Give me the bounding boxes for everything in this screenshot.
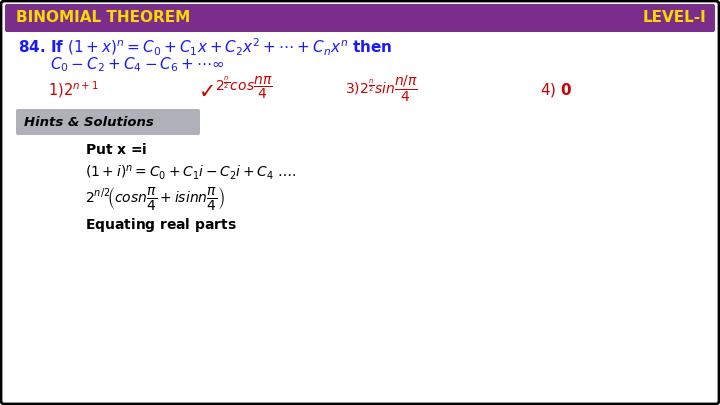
Text: $\checkmark$: $\checkmark$ — [198, 80, 214, 100]
FancyBboxPatch shape — [16, 109, 200, 135]
Text: $3)2^{\frac{n}{2}}sin\dfrac{n/\pi}{4}$: $3)2^{\frac{n}{2}}sin\dfrac{n/\pi}{4}$ — [345, 74, 418, 104]
Text: $\mathrm{\mathbf{If}}\ (1+x)^n = C_0 + C_1 x + C_2 x^2 + \cdots + C_n x^n\ \math: $\mathrm{\mathbf{If}}\ (1+x)^n = C_0 + C… — [50, 36, 392, 58]
Text: $2^{n/2}\!\left(cosn\dfrac{\pi}{4} + isinn\dfrac{\pi}{4}\right)$: $2^{n/2}\!\left(cosn\dfrac{\pi}{4} + isi… — [85, 185, 225, 211]
Text: LEVEL-I: LEVEL-I — [642, 11, 706, 26]
Text: BINOMIAL THEOREM: BINOMIAL THEOREM — [16, 11, 190, 26]
Text: $2^{\frac{n}{2}}cos\dfrac{n\pi}{4}$: $2^{\frac{n}{2}}cos\dfrac{n\pi}{4}$ — [215, 75, 273, 101]
Text: Put $\mathbf{x}$ =i: Put $\mathbf{x}$ =i — [85, 143, 148, 158]
Text: $(1+i)^n = C_0 + C_1 i - C_2 i + C_4\ \ldots.$: $(1+i)^n = C_0 + C_1 i - C_2 i + C_4\ \l… — [85, 164, 297, 182]
Text: $4)\ \mathbf{0}$: $4)\ \mathbf{0}$ — [540, 81, 572, 99]
Text: $\mathbf{84.}$: $\mathbf{84.}$ — [18, 39, 45, 55]
Text: Hints & Solutions: Hints & Solutions — [24, 115, 154, 128]
Text: $C_0 - C_2 + C_4 - C_6 + \cdots\infty$: $C_0 - C_2 + C_4 - C_6 + \cdots\infty$ — [50, 55, 225, 75]
FancyBboxPatch shape — [5, 4, 715, 32]
Text: $1)2^{n+1}$: $1)2^{n+1}$ — [48, 80, 99, 100]
Text: $\mathbf{Equating\ real\ parts}$: $\mathbf{Equating\ real\ parts}$ — [85, 216, 237, 234]
